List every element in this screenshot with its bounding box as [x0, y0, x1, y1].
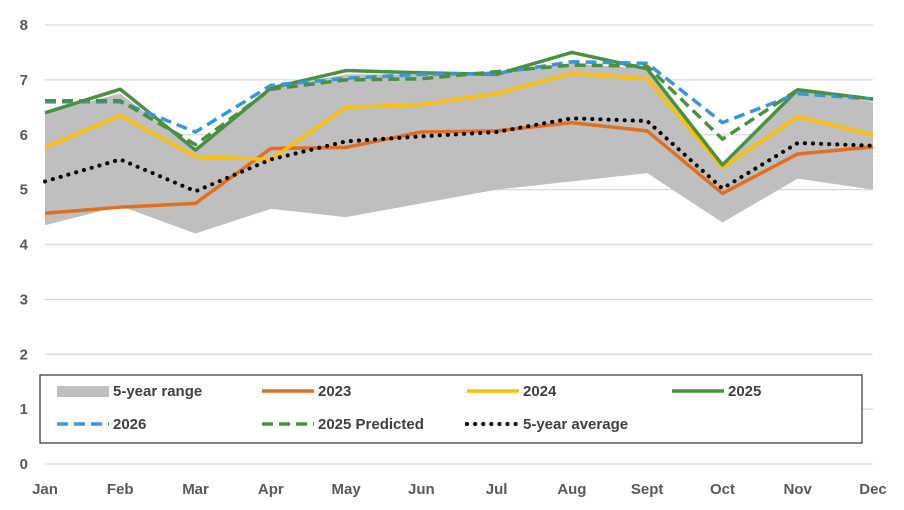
x-tick-label: Feb	[107, 481, 134, 498]
range-area	[45, 63, 873, 234]
x-tick-label: Apr	[258, 481, 284, 498]
series-line-2025-predicted	[45, 63, 874, 147]
y-tick-label: 8	[20, 17, 28, 34]
y-tick-label: 6	[20, 127, 28, 144]
series-line-2024	[44, 71, 874, 170]
legend-box	[39, 374, 863, 444]
x-tick-label: Aug	[557, 481, 586, 498]
x-tick-label: Oct	[710, 481, 735, 498]
legend-label: 2025	[728, 383, 761, 400]
x-tick-label: Jan	[32, 481, 58, 498]
legend-swatch	[57, 386, 109, 397]
y-tick-label: 7	[20, 72, 28, 89]
x-tick-label: Nov	[784, 481, 813, 498]
legend-label: 5-year average	[523, 416, 628, 433]
x-tick-label: Jul	[486, 481, 508, 498]
x-tick-label: Mar	[182, 481, 209, 498]
legend-label: 2023	[318, 383, 351, 400]
y-tick-label: 4	[20, 237, 29, 254]
y-tick-label: 2	[20, 346, 28, 363]
x-tick-label: Jun	[408, 481, 435, 498]
legend: 5-year range 2023 2024 2025 2026 2025 Predict…	[39, 374, 863, 444]
legend-label: 5-year range	[113, 383, 202, 400]
y-tick-label: 5	[20, 182, 28, 199]
legend-label: 2026	[113, 416, 146, 433]
series-line-2023	[44, 120, 874, 215]
y-tick-label: 3	[20, 291, 28, 308]
x-tick-label: Sept	[631, 481, 664, 498]
legend-label: 2025 Predicted	[318, 416, 424, 433]
legend-label: 2024	[523, 383, 557, 400]
x-tick-label: May	[331, 481, 361, 498]
series-line-5-year-average	[43, 116, 875, 194]
y-tick-label: 0	[20, 456, 28, 473]
x-tick-label: Dec	[859, 481, 887, 498]
y-tick-label: 1	[20, 401, 28, 418]
